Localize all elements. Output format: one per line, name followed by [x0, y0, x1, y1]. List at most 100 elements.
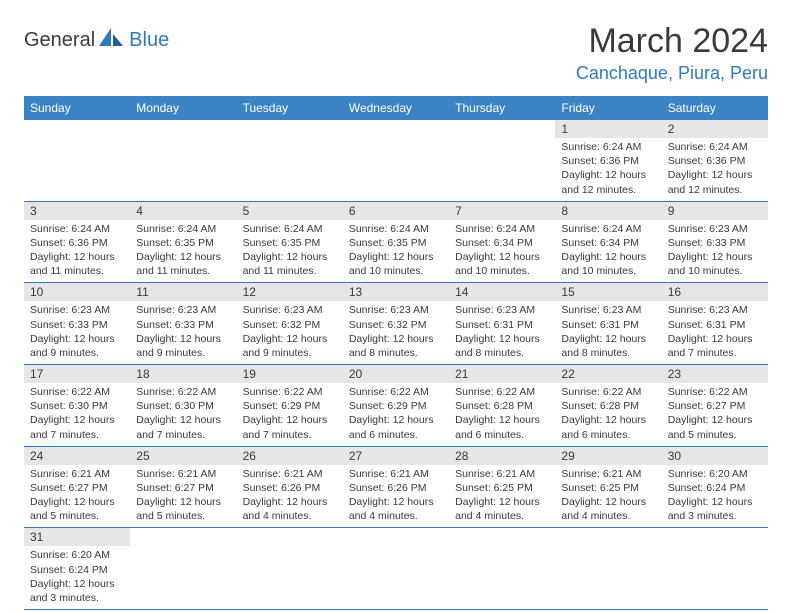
day-cell: 4Sunrise: 6:24 AMSunset: 6:35 PMDaylight… — [130, 201, 236, 283]
day-number: 3 — [24, 202, 130, 220]
location-subtitle: Canchaque, Piura, Peru — [576, 63, 768, 84]
day-details: Sunrise: 6:23 AMSunset: 6:33 PMDaylight:… — [662, 220, 768, 283]
day-details: Sunrise: 6:24 AMSunset: 6:35 PMDaylight:… — [343, 220, 449, 283]
day-cell: 14Sunrise: 6:23 AMSunset: 6:31 PMDayligh… — [449, 283, 555, 365]
day-details: Sunrise: 6:20 AMSunset: 6:24 PMDaylight:… — [662, 465, 768, 528]
empty-cell — [130, 528, 236, 610]
day-number: 12 — [237, 283, 343, 301]
sail-icon — [99, 28, 125, 53]
calendar-row: 17Sunrise: 6:22 AMSunset: 6:30 PMDayligh… — [24, 365, 768, 447]
day-number: 21 — [449, 365, 555, 383]
day-cell: 20Sunrise: 6:22 AMSunset: 6:29 PMDayligh… — [343, 365, 449, 447]
weekday-header: Saturday — [662, 96, 768, 120]
day-details: Sunrise: 6:21 AMSunset: 6:25 PMDaylight:… — [555, 465, 661, 528]
day-details: Sunrise: 6:23 AMSunset: 6:31 PMDaylight:… — [449, 301, 555, 364]
day-number: 30 — [662, 447, 768, 465]
day-cell: 8Sunrise: 6:24 AMSunset: 6:34 PMDaylight… — [555, 201, 661, 283]
empty-cell — [343, 120, 449, 201]
brand-text-2: Blue — [129, 29, 169, 52]
page-header: General Blue March 2024 Canchaque, Piura… — [24, 22, 768, 84]
day-details: Sunrise: 6:24 AMSunset: 6:36 PMDaylight:… — [662, 138, 768, 201]
day-details: Sunrise: 6:20 AMSunset: 6:24 PMDaylight:… — [24, 546, 130, 609]
day-cell: 30Sunrise: 6:20 AMSunset: 6:24 PMDayligh… — [662, 446, 768, 528]
day-cell: 28Sunrise: 6:21 AMSunset: 6:25 PMDayligh… — [449, 446, 555, 528]
day-cell: 7Sunrise: 6:24 AMSunset: 6:34 PMDaylight… — [449, 201, 555, 283]
day-number: 15 — [555, 283, 661, 301]
day-cell: 1Sunrise: 6:24 AMSunset: 6:36 PMDaylight… — [555, 120, 661, 201]
day-cell: 5Sunrise: 6:24 AMSunset: 6:35 PMDaylight… — [237, 201, 343, 283]
day-number: 9 — [662, 202, 768, 220]
day-details: Sunrise: 6:23 AMSunset: 6:32 PMDaylight:… — [343, 301, 449, 364]
day-cell: 24Sunrise: 6:21 AMSunset: 6:27 PMDayligh… — [24, 446, 130, 528]
day-cell: 22Sunrise: 6:22 AMSunset: 6:28 PMDayligh… — [555, 365, 661, 447]
day-details: Sunrise: 6:24 AMSunset: 6:34 PMDaylight:… — [555, 220, 661, 283]
day-details: Sunrise: 6:23 AMSunset: 6:31 PMDaylight:… — [662, 301, 768, 364]
day-cell: 29Sunrise: 6:21 AMSunset: 6:25 PMDayligh… — [555, 446, 661, 528]
day-number: 10 — [24, 283, 130, 301]
calendar-table: SundayMondayTuesdayWednesdayThursdayFrid… — [24, 96, 768, 610]
day-details: Sunrise: 6:21 AMSunset: 6:26 PMDaylight:… — [237, 465, 343, 528]
empty-cell — [237, 528, 343, 610]
day-cell: 15Sunrise: 6:23 AMSunset: 6:31 PMDayligh… — [555, 283, 661, 365]
day-number: 13 — [343, 283, 449, 301]
day-cell: 2Sunrise: 6:24 AMSunset: 6:36 PMDaylight… — [662, 120, 768, 201]
day-cell: 23Sunrise: 6:22 AMSunset: 6:27 PMDayligh… — [662, 365, 768, 447]
day-details: Sunrise: 6:23 AMSunset: 6:31 PMDaylight:… — [555, 301, 661, 364]
day-number: 31 — [24, 528, 130, 546]
brand-logo: General Blue — [24, 28, 169, 53]
day-cell: 6Sunrise: 6:24 AMSunset: 6:35 PMDaylight… — [343, 201, 449, 283]
day-details: Sunrise: 6:21 AMSunset: 6:27 PMDaylight:… — [24, 465, 130, 528]
weekday-header: Wednesday — [343, 96, 449, 120]
day-cell: 17Sunrise: 6:22 AMSunset: 6:30 PMDayligh… — [24, 365, 130, 447]
day-number: 11 — [130, 283, 236, 301]
day-details: Sunrise: 6:21 AMSunset: 6:25 PMDaylight:… — [449, 465, 555, 528]
day-number: 14 — [449, 283, 555, 301]
day-cell: 10Sunrise: 6:23 AMSunset: 6:33 PMDayligh… — [24, 283, 130, 365]
day-cell: 27Sunrise: 6:21 AMSunset: 6:26 PMDayligh… — [343, 446, 449, 528]
day-cell: 25Sunrise: 6:21 AMSunset: 6:27 PMDayligh… — [130, 446, 236, 528]
day-number: 22 — [555, 365, 661, 383]
day-details: Sunrise: 6:23 AMSunset: 6:33 PMDaylight:… — [130, 301, 236, 364]
day-details: Sunrise: 6:24 AMSunset: 6:35 PMDaylight:… — [130, 220, 236, 283]
day-details: Sunrise: 6:22 AMSunset: 6:29 PMDaylight:… — [237, 383, 343, 446]
day-cell: 19Sunrise: 6:22 AMSunset: 6:29 PMDayligh… — [237, 365, 343, 447]
day-number: 24 — [24, 447, 130, 465]
calendar-row: 31Sunrise: 6:20 AMSunset: 6:24 PMDayligh… — [24, 528, 768, 610]
empty-cell — [555, 528, 661, 610]
day-cell: 16Sunrise: 6:23 AMSunset: 6:31 PMDayligh… — [662, 283, 768, 365]
day-cell: 3Sunrise: 6:24 AMSunset: 6:36 PMDaylight… — [24, 201, 130, 283]
day-cell: 21Sunrise: 6:22 AMSunset: 6:28 PMDayligh… — [449, 365, 555, 447]
day-details: Sunrise: 6:22 AMSunset: 6:28 PMDaylight:… — [555, 383, 661, 446]
day-details: Sunrise: 6:22 AMSunset: 6:30 PMDaylight:… — [24, 383, 130, 446]
day-number: 8 — [555, 202, 661, 220]
day-details: Sunrise: 6:24 AMSunset: 6:34 PMDaylight:… — [449, 220, 555, 283]
weekday-header: Monday — [130, 96, 236, 120]
day-number: 25 — [130, 447, 236, 465]
day-number: 7 — [449, 202, 555, 220]
empty-cell — [130, 120, 236, 201]
day-cell: 9Sunrise: 6:23 AMSunset: 6:33 PMDaylight… — [662, 201, 768, 283]
day-number: 26 — [237, 447, 343, 465]
calendar-body: 1Sunrise: 6:24 AMSunset: 6:36 PMDaylight… — [24, 120, 768, 610]
day-details: Sunrise: 6:24 AMSunset: 6:36 PMDaylight:… — [24, 220, 130, 283]
day-number: 18 — [130, 365, 236, 383]
day-cell: 18Sunrise: 6:22 AMSunset: 6:30 PMDayligh… — [130, 365, 236, 447]
day-number: 2 — [662, 120, 768, 138]
day-number: 4 — [130, 202, 236, 220]
title-block: March 2024 Canchaque, Piura, Peru — [576, 22, 768, 84]
day-number: 17 — [24, 365, 130, 383]
day-details: Sunrise: 6:23 AMSunset: 6:32 PMDaylight:… — [237, 301, 343, 364]
day-number: 19 — [237, 365, 343, 383]
calendar-row: 10Sunrise: 6:23 AMSunset: 6:33 PMDayligh… — [24, 283, 768, 365]
day-number: 5 — [237, 202, 343, 220]
empty-cell — [343, 528, 449, 610]
day-details: Sunrise: 6:21 AMSunset: 6:26 PMDaylight:… — [343, 465, 449, 528]
day-number: 27 — [343, 447, 449, 465]
calendar-row: 1Sunrise: 6:24 AMSunset: 6:36 PMDaylight… — [24, 120, 768, 201]
day-number: 23 — [662, 365, 768, 383]
weekday-header: Thursday — [449, 96, 555, 120]
day-cell: 11Sunrise: 6:23 AMSunset: 6:33 PMDayligh… — [130, 283, 236, 365]
empty-cell — [449, 120, 555, 201]
weekday-header: Tuesday — [237, 96, 343, 120]
weekday-header: Sunday — [24, 96, 130, 120]
